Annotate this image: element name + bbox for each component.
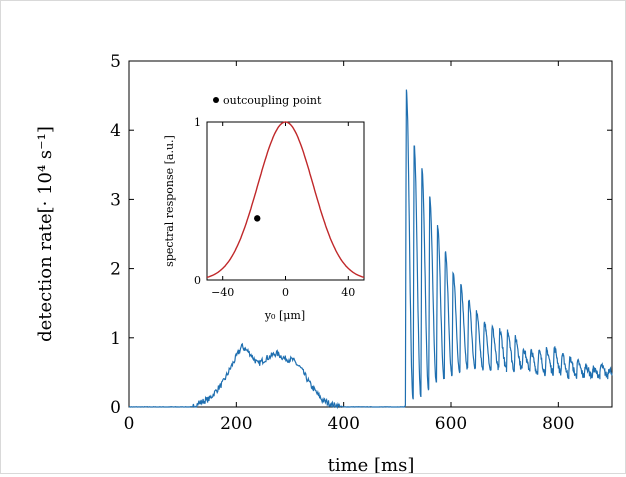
inset-ticks: −40 0 40 0 1 bbox=[194, 116, 355, 299]
inset-y-axis-label: spectral response [a.u.] bbox=[163, 135, 176, 267]
inset-x-axis-label: y₀ [μm] bbox=[264, 309, 305, 322]
main-y-tick-label: 4 bbox=[110, 121, 121, 141]
main-y-tick-label: 5 bbox=[110, 52, 121, 72]
inset-x-tick-label: 40 bbox=[341, 286, 355, 299]
main-x-tick-label: 0 bbox=[124, 414, 135, 434]
inset-axes-box bbox=[206, 121, 365, 281]
inset-x-tick-label: −40 bbox=[211, 286, 234, 299]
inset-x-tick-label: 0 bbox=[282, 286, 289, 299]
inset-outcoupling-point bbox=[254, 215, 261, 222]
inset-plot: −40 0 40 0 1 outcoupling point y₀ [μm] spect… bbox=[163, 94, 365, 322]
inset-y-tick-label: 1 bbox=[194, 116, 201, 129]
main-x-tick-label: 400 bbox=[327, 414, 359, 434]
legend-marker-icon bbox=[213, 97, 219, 103]
main-axes-box bbox=[128, 60, 613, 408]
main-y-tick-label: 0 bbox=[110, 398, 121, 418]
main-y-tick-label: 2 bbox=[110, 260, 121, 280]
main-y-axis-label: detection rate[· 10⁴ s⁻¹] bbox=[35, 126, 56, 342]
main-x-tick-label: 200 bbox=[220, 414, 252, 434]
main-data-line bbox=[128, 89, 613, 410]
main-x-tick-label: 600 bbox=[435, 414, 467, 434]
main-x-axis-label: time [ms] bbox=[328, 455, 415, 473]
main-y-tick-label: 1 bbox=[110, 329, 121, 349]
inset-gaussian-curve bbox=[206, 121, 365, 278]
main-y-tick-label: 3 bbox=[110, 190, 121, 210]
main-x-tick-label: 800 bbox=[542, 414, 574, 434]
inset-y-tick-label: 0 bbox=[194, 274, 201, 287]
legend-label: outcoupling point bbox=[223, 94, 322, 107]
